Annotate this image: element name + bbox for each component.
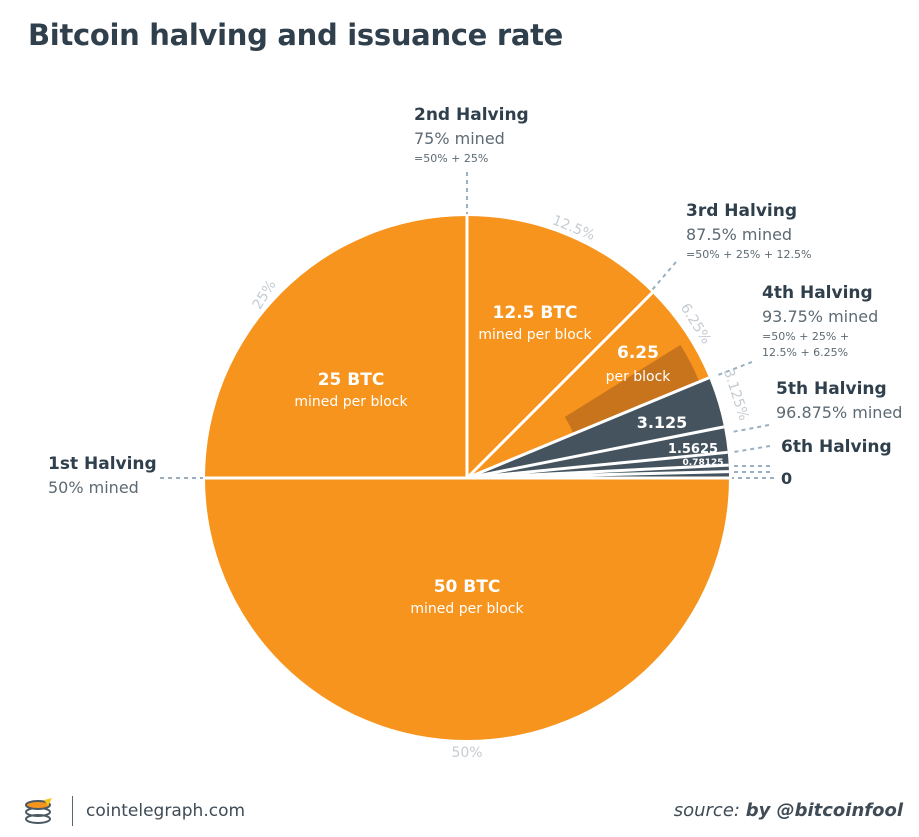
halving-4-title: 4th Halving (762, 283, 873, 303)
leader-lines (160, 172, 774, 479)
leader-3rd-halving (651, 261, 677, 291)
cointelegraph-logo-icon (24, 796, 58, 831)
slice-5-share: 3.125% (720, 367, 752, 423)
slice-4-reward: 6.25 (617, 343, 659, 363)
separator-7 (466, 450, 728, 480)
pie-slice-4-shade (564, 344, 700, 434)
halving-5-title: 5th Halving (776, 379, 887, 399)
halving-2-mined: 75% mined (414, 129, 505, 148)
footer-divider (72, 796, 73, 826)
leader-6th-halving (733, 445, 771, 453)
pie-slice-3 (467, 216, 653, 478)
pie-chart: 50 BTC mined per block 25 BTC mined per blo… (48, 105, 902, 761)
chart-title: Bitcoin halving and issuance rate (28, 18, 564, 52)
slice-5-reward: 3.125 (637, 413, 688, 432)
slice-6-reward: 1.5625 (668, 442, 718, 457)
slice-2-reward: 25 BTC (318, 370, 385, 390)
slice-3-reward: 12.5 BTC (493, 303, 578, 323)
halving-5-mined: 96.875% mined (776, 403, 902, 422)
slice-3-reward-sub: mined per block (478, 327, 592, 343)
halving-2-title: 2nd Halving (414, 105, 529, 125)
halving-1-title: 1st Halving (48, 454, 157, 474)
slice-1-reward-sub: mined per block (410, 601, 524, 617)
halving-1-mined: 50% mined (48, 478, 139, 497)
site-name: cointelegraph.com (86, 801, 246, 821)
halving-4-note-2: 12.5% + 6.25% (762, 346, 848, 359)
leader-5th-halving (731, 424, 770, 433)
halving-4-mined: 93.75% mined (762, 307, 878, 326)
halving-2-note: =50% + 25% (414, 152, 488, 165)
slice-1-reward: 50 BTC (434, 577, 501, 597)
chart-labels: 50 BTC mined per block 25 BTC mined per blo… (48, 105, 902, 761)
source-label: source: (673, 800, 740, 821)
halving-6-title: 6th Halving (781, 437, 892, 457)
slice-4-reward-sub: per block (606, 369, 672, 385)
halving-3-title: 3rd Halving (686, 201, 797, 221)
slice-separators (205, 216, 729, 480)
slice-7-reward: 0.78125 (683, 458, 724, 468)
leader-4th-halving (717, 361, 753, 376)
pie-slice-2 (205, 216, 467, 478)
slice-1-share: 50% (451, 745, 482, 761)
source-author: by @bitcoinfool (745, 800, 903, 821)
halving-4-note: =50% + 25% + (762, 330, 849, 343)
source-credit: source: by @bitcoinfool (674, 800, 903, 821)
slice-2-reward-sub: mined per block (294, 394, 408, 410)
halving-3-note: =50% + 25% + 12.5% (686, 248, 811, 261)
pie-slice-4 (467, 292, 710, 478)
separator-5 (466, 376, 710, 480)
halving-3-mined: 87.5% mined (686, 225, 792, 244)
separator-6 (466, 425, 725, 480)
pie-slice-1 (205, 478, 729, 740)
separator-4 (465, 291, 654, 480)
end-label-zero: 0 (781, 469, 792, 488)
